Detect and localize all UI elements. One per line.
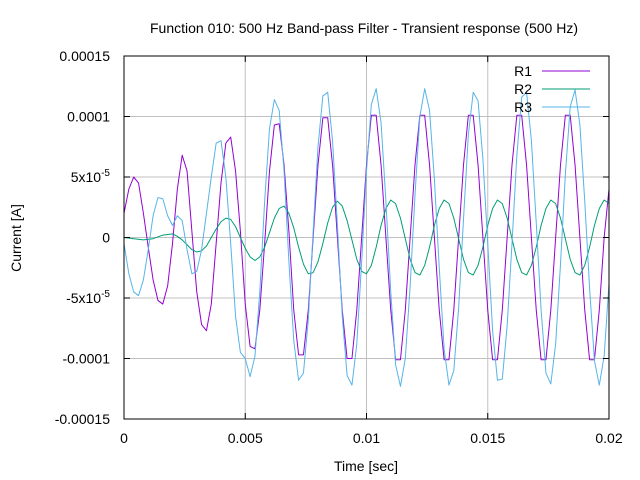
legend-label-r2: R2 xyxy=(514,81,532,97)
y-tick-label-base: 0.00015 xyxy=(59,48,110,64)
chart-title: Function 010: 500 Hz Band-pass Filter - … xyxy=(150,20,578,36)
y-tick-label-base: 0 xyxy=(102,230,110,246)
y-tick-label: 5x10-5 xyxy=(71,168,111,185)
y-tick-label-base: -0.00015 xyxy=(55,411,110,427)
tick-marks xyxy=(123,55,610,420)
legend: R1 R2 R3 xyxy=(514,63,590,115)
y-tick-label-exponent: -5 xyxy=(101,289,110,300)
y-tick-label-base: 5x10 xyxy=(71,169,102,185)
y-tick-label: 0 xyxy=(102,230,110,246)
series-line-r2 xyxy=(123,199,610,276)
x-axis-title: Time [sec] xyxy=(334,458,398,474)
x-tick-label: 0.005 xyxy=(228,430,263,446)
grid-lines xyxy=(124,56,609,419)
x-tick-label: 0 xyxy=(120,430,128,446)
tick-labels: 0 0.005 0.01 0.015 0.020.000150.00015x10-50-… xyxy=(55,48,623,446)
y-tick-label-base: 0.0001 xyxy=(67,109,110,125)
x-tick-label: 0.02 xyxy=(595,430,622,446)
y-tick-label: -0.0001 xyxy=(63,351,111,367)
y-tick-label-base: -5x10 xyxy=(66,290,101,306)
y-tick-label: -0.00015 xyxy=(55,411,110,427)
series-layer xyxy=(123,88,610,387)
legend-label-r1: R1 xyxy=(514,63,532,79)
series-line-r3 xyxy=(123,88,610,387)
y-axis-title: Current [A] xyxy=(8,204,24,272)
x-tick-label: 0.01 xyxy=(353,430,380,446)
y-tick-label-exponent: -5 xyxy=(101,168,110,179)
x-tick-label: 0.015 xyxy=(470,430,505,446)
y-tick-label: -5x10-5 xyxy=(66,289,110,306)
y-tick-label: 0.0001 xyxy=(67,109,110,125)
legend-label-r3: R3 xyxy=(514,99,532,115)
y-tick-label: 0.00015 xyxy=(59,48,110,64)
y-tick-label-base: -0.0001 xyxy=(63,351,111,367)
